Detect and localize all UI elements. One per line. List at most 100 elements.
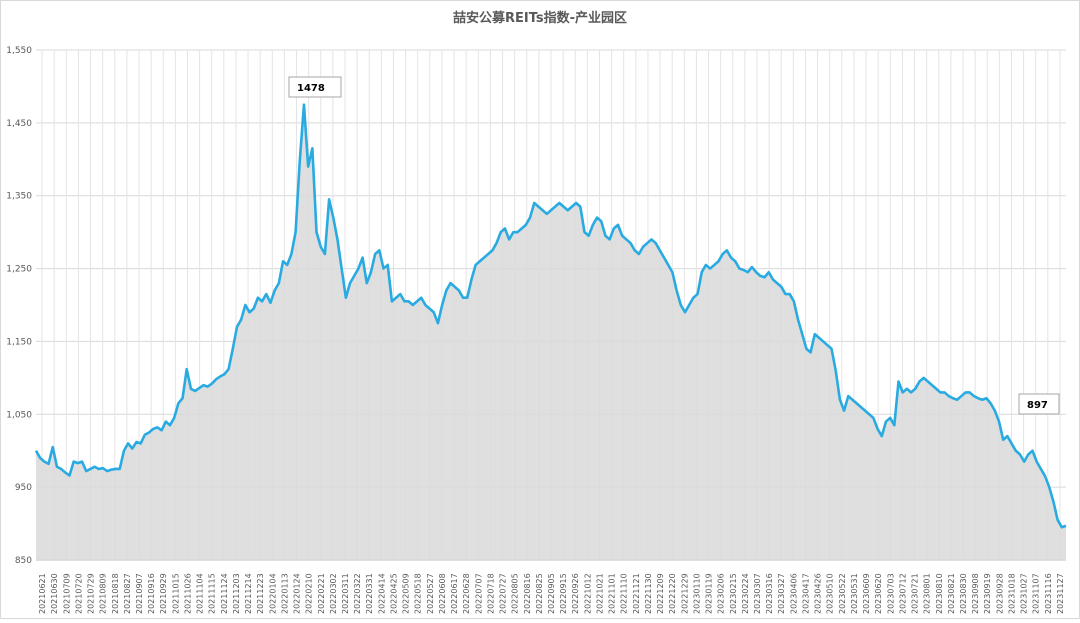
x-tick-label: 20210621: [38, 573, 47, 614]
y-tick-label: 1,550: [6, 46, 32, 56]
x-tick-label: 20230721: [911, 573, 920, 614]
x-tick-label: 20220608: [438, 573, 447, 614]
y-tick-label: 850: [15, 556, 32, 566]
x-tick-label: 20220331: [365, 573, 374, 614]
x-tick-label: 20211115: [208, 573, 217, 614]
x-tick-label: 20230215: [729, 573, 738, 614]
x-tick-label: 20221021: [595, 573, 604, 614]
x-tick-label: 20220414: [377, 573, 386, 614]
x-tick-label: 20231027: [1020, 573, 1029, 614]
x-tick-label: 20210709: [62, 573, 71, 614]
x-tick-label: 20220425: [389, 573, 398, 614]
y-tick-label: 1,250: [6, 265, 32, 275]
x-tick-label: 20220718: [486, 573, 495, 614]
x-tick-label: 20211124: [220, 573, 229, 614]
series-area: [36, 104, 1066, 560]
x-tick-label: 20230316: [765, 573, 774, 614]
x-tick-label: 20211026: [183, 573, 192, 614]
x-tick-label: 20230609: [862, 573, 871, 614]
x-tick-label: 20220915: [559, 573, 568, 614]
callout-box: [288, 76, 342, 98]
annotation-layer: 1478 897: [288, 76, 1060, 415]
y-axis: 850 950 1,050 1,150 1,250 1,350 1,450 1,550: [6, 46, 32, 566]
x-tick-label: 20230510: [826, 573, 835, 614]
x-tick-label: 20231018: [1007, 573, 1016, 614]
x-tick-label: 20220707: [474, 573, 483, 614]
x-tick-label: 20210809: [99, 573, 108, 614]
y-tick-label: 950: [15, 483, 32, 493]
x-tick-label: 20230810: [935, 573, 944, 614]
y-tick-label: 1,150: [6, 337, 32, 347]
x-tick-label: 20230406: [789, 573, 798, 614]
x-tick-label: 20220527: [426, 573, 435, 614]
x-tick-label: 20220805: [511, 573, 520, 614]
x-tick-label: 20230531: [850, 573, 859, 614]
x-tick-label: 20220221: [317, 573, 326, 614]
data-label: 1478: [297, 83, 325, 94]
x-tick-label: 20211203: [232, 573, 241, 614]
x-tick-label: 20230712: [898, 573, 907, 614]
x-tick-label: 20230426: [814, 573, 823, 614]
x-tick-label: 20210907: [135, 573, 144, 614]
x-tick-label: 20211015: [171, 573, 180, 614]
x-tick-label: 20211223: [256, 573, 265, 614]
x-tick-label: 20221130: [644, 573, 653, 614]
series-line: [34, 103, 1067, 529]
x-tick-label: 20210827: [123, 573, 132, 614]
x-tick-label: 20230801: [923, 573, 932, 614]
x-tick-label: 20220617: [450, 573, 459, 614]
x-tick-label: 20210729: [87, 573, 96, 614]
x-tick-label: 20210818: [111, 573, 120, 614]
chart-title: 喆安公募REITs指数-产业园区: [453, 10, 627, 26]
y-tick-label: 1,350: [6, 192, 32, 202]
x-tick-label: 20221110: [620, 573, 629, 614]
x-tick-label: 20230224: [741, 573, 750, 614]
x-tick-label: 20231116: [1044, 573, 1053, 614]
x-tick-label: 20220210: [305, 573, 314, 614]
x-tick-label: 20221209: [656, 573, 665, 614]
area-layer: [34, 103, 1067, 560]
x-tick-label: 20221121: [632, 573, 641, 614]
x-tick-label: 20220518: [414, 573, 423, 614]
x-tick-label: 20220816: [523, 573, 532, 614]
callout-box: [1018, 393, 1060, 415]
y-tick-label: 1,050: [6, 410, 32, 420]
x-tick-label: 20211104: [196, 573, 205, 614]
x-tick-label: 20210720: [74, 573, 83, 614]
x-tick-label: 20220628: [462, 573, 471, 614]
x-tick-label: 20220104: [268, 573, 277, 614]
x-tick-label: 20230703: [886, 573, 895, 614]
x-tick-label: 20230821: [947, 573, 956, 614]
x-tick-label: 20220322: [353, 573, 362, 614]
x-tick-label: 20230307: [753, 573, 762, 614]
x-tick-label: 20220311: [341, 573, 350, 614]
x-tick-label: 20221220: [668, 573, 677, 614]
x-tick-label: 20230928: [995, 573, 1004, 614]
x-tick-label: 20220825: [535, 573, 544, 614]
x-tick-label: 20230327: [777, 573, 786, 614]
x-tick-label: 20220124: [293, 573, 302, 614]
x-tick-label: 20230206: [717, 573, 726, 614]
x-tick-label: 20220905: [547, 573, 556, 614]
x-tick-label: 20220509: [402, 573, 411, 614]
x-tick-label: 20211214: [244, 573, 253, 614]
x-tick-label: 20230620: [874, 573, 883, 614]
x-tick-label: 20230417: [801, 573, 810, 614]
x-tick-label: 20220926: [571, 573, 580, 614]
x-tick-label: 20231107: [1032, 573, 1041, 614]
x-tick-label: 20221012: [583, 573, 592, 614]
x-tick-label: 20230110: [692, 573, 701, 614]
x-tick-label: 20220113: [280, 573, 289, 614]
x-tick-label: 20221229: [680, 573, 689, 614]
x-tick-label: 20220727: [499, 573, 508, 614]
x-tick-label: 20231127: [1056, 573, 1065, 614]
data-label: 897: [1027, 400, 1048, 411]
x-axis: 20210621 20210630 20210709 20210720 20210729…: [38, 573, 1065, 614]
x-tick-label: 20230522: [838, 573, 847, 614]
x-tick-label: 20210929: [159, 573, 168, 614]
x-tick-label: 20230919: [983, 573, 992, 614]
x-tick-label: 20210630: [50, 573, 59, 614]
y-tick-label: 1,450: [6, 119, 32, 129]
